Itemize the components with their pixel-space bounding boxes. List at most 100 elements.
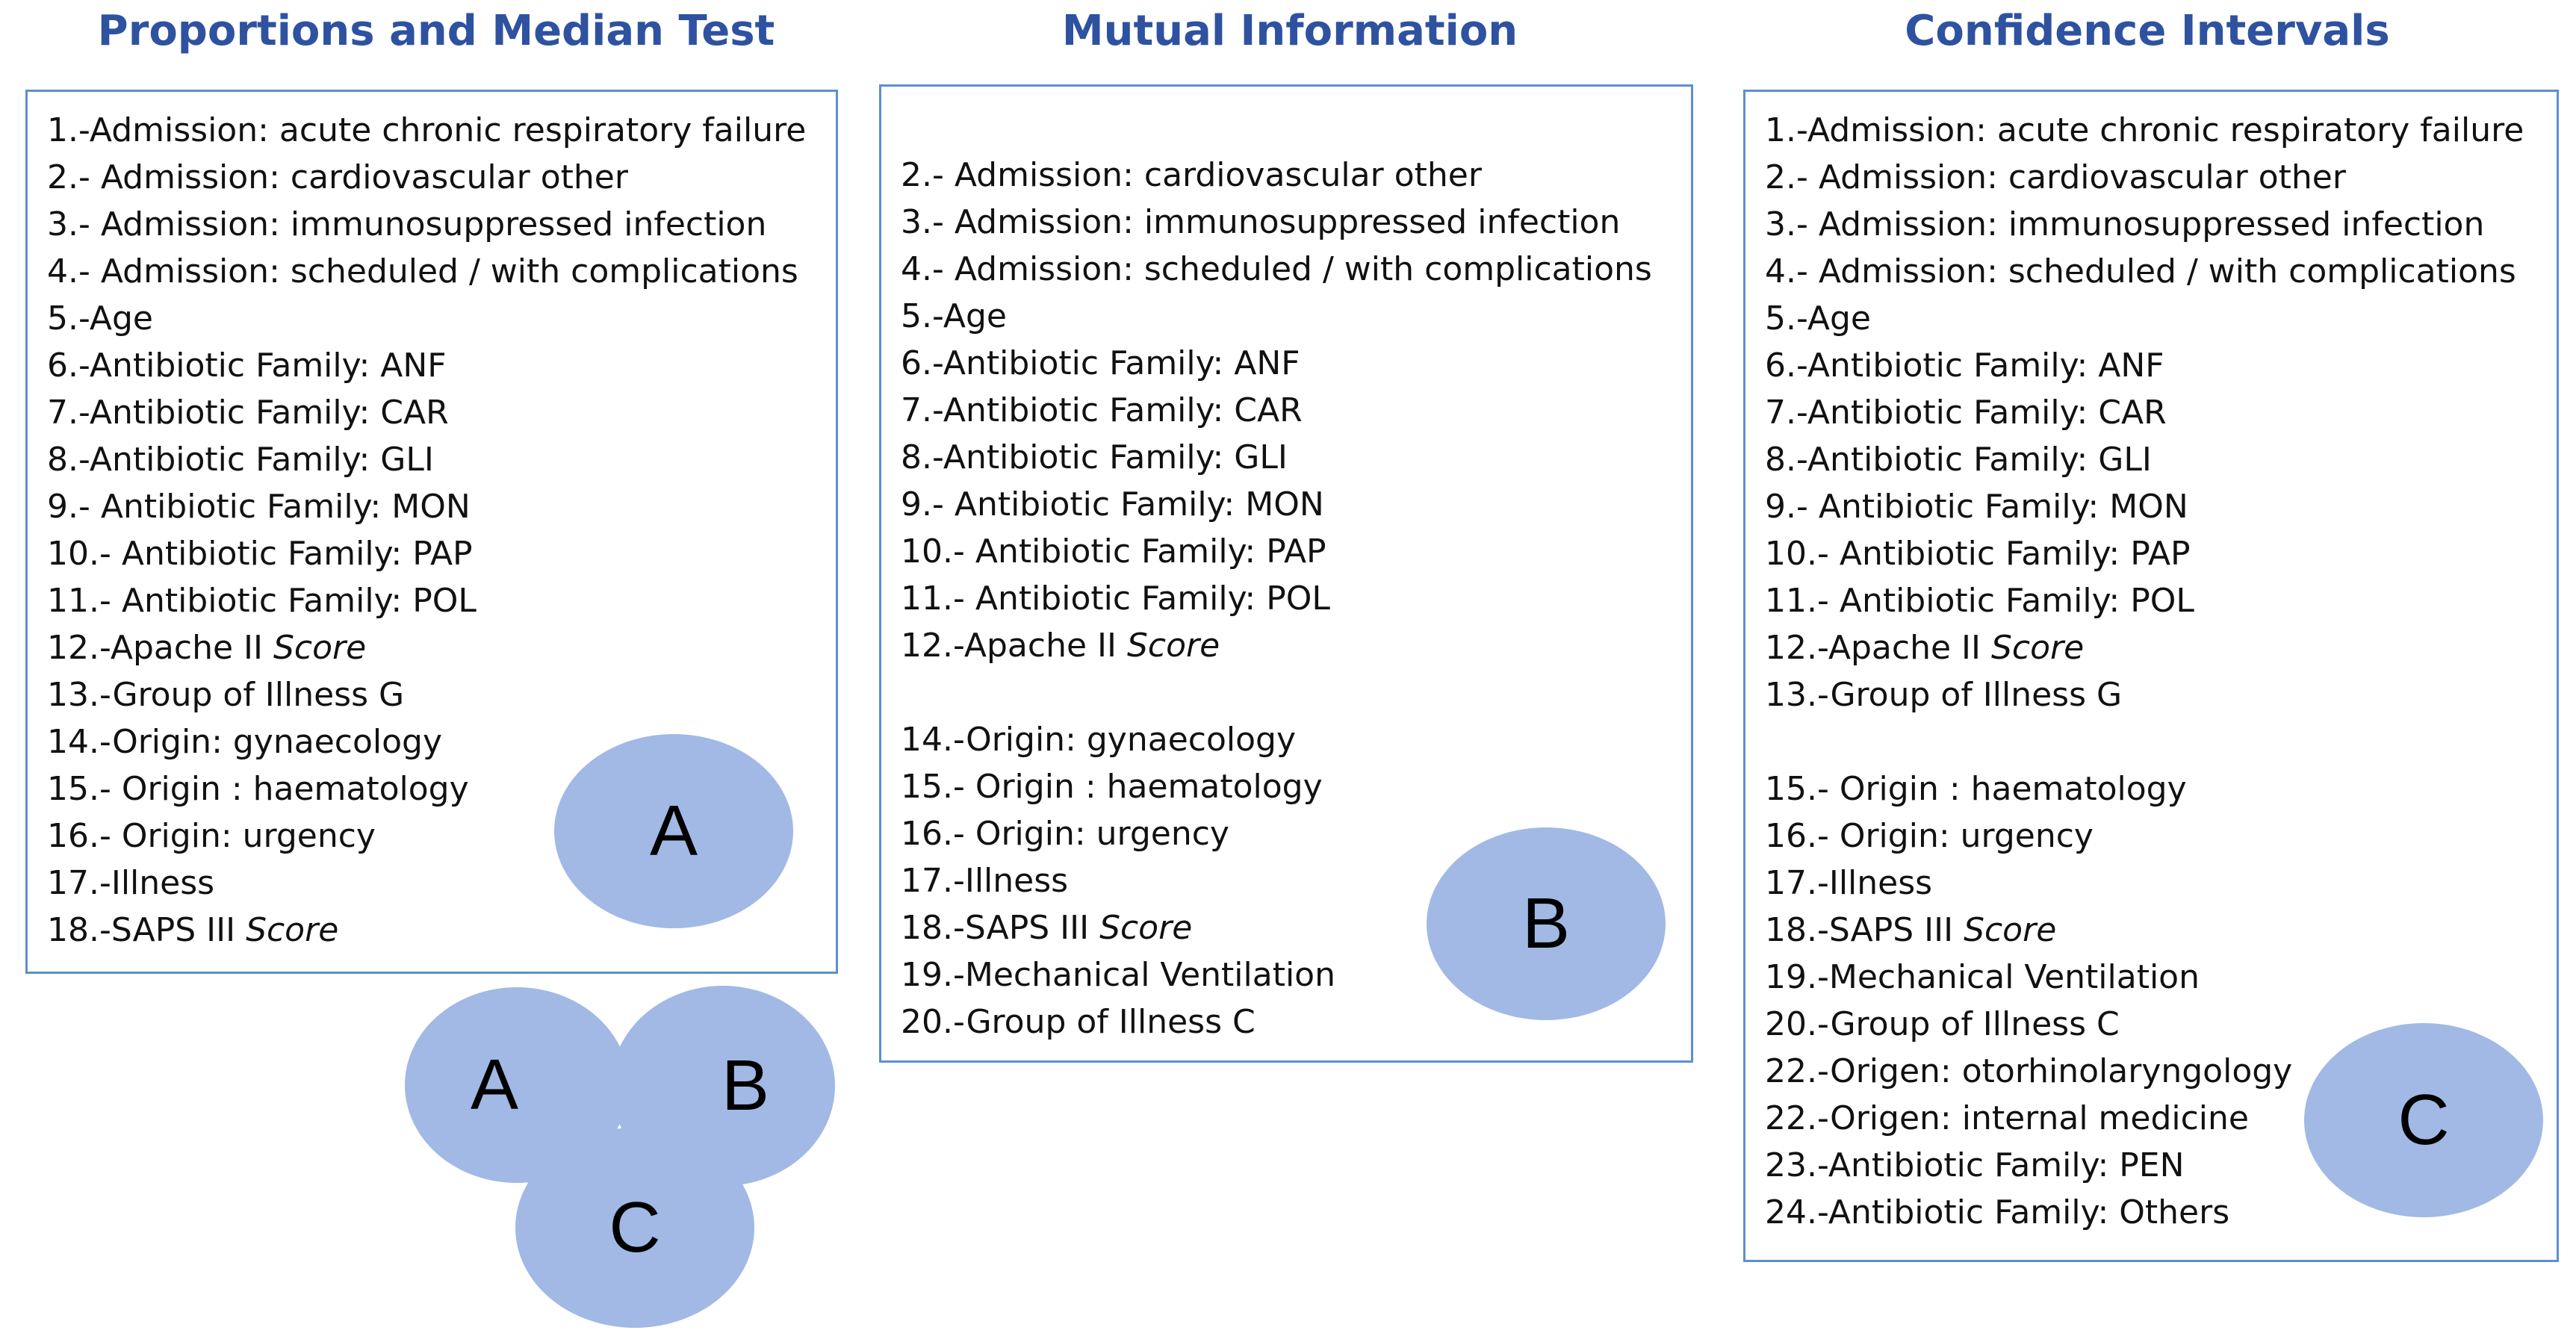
variable-item-text: 22.-Origen: internal medicine <box>1765 1099 2249 1137</box>
variable-item: 15.- Origin : haematology <box>901 763 1652 810</box>
variable-item: 22.-Origen: internal medicine <box>1765 1095 2524 1142</box>
box-proportions-median-test: 1.-Admission: acute chronic respiratory … <box>25 90 838 974</box>
variable-item: 17.-Illness <box>47 860 806 907</box>
variable-item: 22.-Origen: otorhinolaryngology <box>1765 1048 2524 1095</box>
variable-item-text: 5.-Age <box>47 299 153 338</box>
variable-item-text: 9.- Antibiotic Family: MON <box>1765 488 2188 526</box>
variable-item-text: 8.-Antibiotic Family: GLI <box>901 438 1288 476</box>
variable-item: 5.-Age <box>1765 295 2524 342</box>
variable-item-text: 6.-Antibiotic Family: ANF <box>901 344 1300 382</box>
variable-item: 11.- Antibiotic Family: POL <box>47 577 806 624</box>
list-gap <box>901 669 1652 716</box>
set-a-label: A <box>649 791 698 871</box>
variable-item: 6.-Antibiotic Family: ANF <box>1765 342 2524 389</box>
variable-item-italic: Score <box>1126 627 1220 665</box>
variable-item-text: 9.- Antibiotic Family: MON <box>47 488 471 526</box>
variable-item-text: 14.-Origin: gynaecology <box>47 723 442 761</box>
variable-item: 2.- Admission: cardiovascular other <box>1765 154 2524 201</box>
variable-item: 5.-Age <box>901 293 1652 340</box>
set-b-label: B <box>1521 883 1571 963</box>
variable-item-italic: Score <box>246 911 339 949</box>
variable-item-text: 3.- Admission: immunosuppressed infectio… <box>901 203 1621 241</box>
set-b-ellipse: B <box>1427 827 1666 1020</box>
variable-item-text: 7.-Antibiotic Family: CAR <box>47 394 449 432</box>
variable-item-text: 12.-Apache II <box>901 627 1127 665</box>
variable-item-text: 8.-Antibiotic Family: GLI <box>1765 441 2152 479</box>
variable-item: 4.- Admission: scheduled / with complica… <box>901 246 1652 293</box>
variable-item: 2.- Admission: cardiovascular other <box>901 152 1652 199</box>
variable-item: 11.- Antibiotic Family: POL <box>901 575 1652 622</box>
variable-item-text: 17.-Illness <box>901 862 1069 900</box>
variable-item: 13.-Group of Illness G <box>1765 671 2524 718</box>
set-a-ellipse: A <box>554 734 793 928</box>
variable-item-text: 15.- Origin : haematology <box>47 770 469 808</box>
variable-item-text: 2.- Admission: cardiovascular other <box>901 156 1482 194</box>
variable-item: 9.- Antibiotic Family: MON <box>47 483 806 530</box>
variable-item-text: 11.- Antibiotic Family: POL <box>47 582 477 620</box>
variable-item-text: 16.- Origin: urgency <box>47 817 376 855</box>
variable-item: 18.-SAPS III Score <box>47 907 806 954</box>
set-c-ellipse: C <box>2304 1023 2543 1217</box>
variable-list-b: 2.- Admission: cardiovascular other 3.- A… <box>901 152 1652 1046</box>
variable-item-text: 16.- Origin: urgency <box>901 815 1229 853</box>
overlap-set-a-ellipse: A <box>405 987 629 1183</box>
variable-item-text: 3.- Admission: immunosuppressed infectio… <box>47 205 767 243</box>
variable-item-text: 18.-SAPS III <box>1765 911 1964 949</box>
variable-item: 8.-Antibiotic Family: GLI <box>901 434 1652 481</box>
variable-item-text: 13.-Group of Illness G <box>1765 676 2123 714</box>
variable-item: 3.- Admission: immunosuppressed infectio… <box>1765 201 2524 248</box>
variable-item: 7.-Antibiotic Family: CAR <box>1765 389 2524 436</box>
variable-item: 10.- Antibiotic Family: PAP <box>47 530 806 577</box>
variable-item-text: 5.-Age <box>1765 299 1871 338</box>
variable-item-text: 7.-Antibiotic Family: CAR <box>1765 394 2167 432</box>
variable-item: 12.-Apache II Score <box>901 622 1652 669</box>
overlap-set-a-label: A <box>470 1045 519 1125</box>
variable-item-text: 10.- Antibiotic Family: PAP <box>901 532 1326 571</box>
list-gap <box>1765 718 2524 765</box>
variable-item: 7.-Antibiotic Family: CAR <box>47 389 806 436</box>
variable-item-text: 1.-Admission: acute chronic respiratory … <box>47 111 807 149</box>
variable-item: 23.-Antibiotic Family: PEN <box>1765 1142 2524 1189</box>
variable-item: 18.-SAPS III Score <box>901 904 1652 951</box>
variable-item: 1.-Admission: acute chronic respiratory … <box>47 107 806 154</box>
variable-item: 15.- Origin : haematology <box>1765 765 2524 813</box>
variable-item: 2.- Admission: cardiovascular other <box>47 154 806 201</box>
variable-item-text: 2.- Admission: cardiovascular other <box>47 158 628 196</box>
variable-item-text: 1.-Admission: acute chronic respiratory … <box>1765 111 2524 149</box>
variable-item: 18.-SAPS III Score <box>1765 907 2524 954</box>
variable-item-text: 7.-Antibiotic Family: CAR <box>901 391 1303 429</box>
variable-item: 4.- Admission: scheduled / with complica… <box>47 248 806 295</box>
overlap-set-c-label: C <box>609 1187 661 1267</box>
variable-item: 9.- Antibiotic Family: MON <box>1765 483 2524 530</box>
box-confidence-intervals: 1.-Admission: acute chronic respiratory … <box>1743 90 2559 1262</box>
variable-item-text: 20.-Group of Illness C <box>1765 1005 2120 1043</box>
variable-item-text: 6.-Antibiotic Family: ANF <box>1765 347 2164 385</box>
variable-item-text: 18.-SAPS III <box>901 909 1100 947</box>
variable-item: 4.- Admission: scheduled / with complica… <box>1765 248 2524 295</box>
variable-item-text: 15.- Origin : haematology <box>901 768 1323 806</box>
set-c-label: C <box>2397 1080 2450 1160</box>
variable-item-text: 10.- Antibiotic Family: PAP <box>1765 535 2191 573</box>
variable-item-italic: Score <box>273 629 367 667</box>
variable-item-text: 6.-Antibiotic Family: ANF <box>47 347 447 385</box>
variable-item-italic: Score <box>1990 629 2085 667</box>
variable-item-text: 8.-Antibiotic Family: GLI <box>47 441 434 479</box>
variable-list-c: 1.-Admission: acute chronic respiratory … <box>1765 107 2524 1236</box>
variable-item: 16.- Origin: urgency <box>901 810 1652 857</box>
title-mutual-information: Mutual Information <box>1061 7 1518 55</box>
title-proportions-median-test: Proportions and Median Test <box>97 7 775 55</box>
variable-item: 14.-Origin: gynaecology <box>47 718 806 765</box>
variable-item-italic: Score <box>1964 911 2057 949</box>
variable-item-text: 19.-Mechanical Ventilation <box>1765 958 2200 996</box>
variable-item-text: 20.-Group of Illness C <box>901 1003 1256 1041</box>
variable-item: 8.-Antibiotic Family: GLI <box>47 436 806 483</box>
variable-item-text: 17.-Illness <box>47 864 215 902</box>
variable-item: 11.- Antibiotic Family: POL <box>1765 577 2524 624</box>
variable-item: 3.- Admission: immunosuppressed infectio… <box>47 201 806 248</box>
overlap-set-b-label: B <box>721 1046 770 1125</box>
variable-item: 6.-Antibiotic Family: ANF <box>47 342 806 389</box>
variable-item-text: 4.- Admission: scheduled / with complica… <box>1765 252 2516 291</box>
variable-item: 19.-Mechanical Ventilation <box>901 951 1652 998</box>
variable-item: 8.-Antibiotic Family: GLI <box>1765 436 2524 483</box>
variable-item: 16.- Origin: urgency <box>47 813 806 860</box>
